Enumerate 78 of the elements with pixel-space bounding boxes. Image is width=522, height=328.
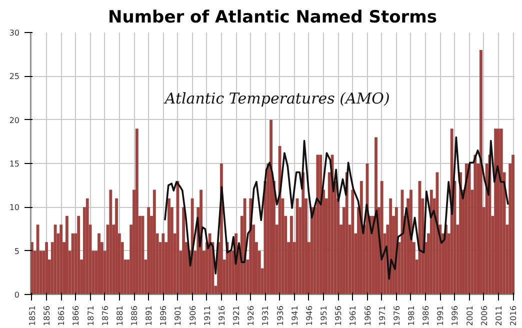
bar [494,128,498,294]
x-tick-label: 2001 [465,306,474,326]
x-tick-label: 1911 [202,306,212,326]
x-tick-label: 2016 [509,306,518,326]
bar [512,154,514,294]
x-tick-label: 1976 [392,306,402,326]
x-tick-label: 1991 [436,306,446,326]
bar [65,216,68,294]
x-tick-label: 1901 [174,306,183,326]
bar [115,198,118,294]
bar [319,154,322,294]
x-tick-label: 1946 [304,306,314,326]
bar [152,190,156,294]
bar [135,128,138,294]
x-tick-label: 1916 [217,306,226,326]
bar [316,154,320,294]
bar [208,233,212,294]
y-tick-label: 5 [14,246,20,256]
x-tick-label: 1941 [290,306,300,326]
x-tick-label: 1851 [28,306,37,326]
y-tick-label: 15 [9,160,20,168]
y-tick-label: 30 [9,28,20,38]
bar [380,180,384,294]
x-tick-label: 2006 [480,306,489,326]
bar [45,242,48,294]
x-tick-label: 2011 [494,306,504,326]
bar [459,172,462,294]
bar [302,172,305,294]
x-tick-label: 1876 [100,306,110,326]
bar [500,128,503,294]
x-tick-label: 1881 [115,306,124,326]
x-tick-label: 1961 [348,306,358,326]
x-tick-label: 1936 [276,306,285,326]
x-tick-label: 1886 [130,306,140,326]
x-tick-label: 1951 [320,306,329,326]
bar [86,198,89,294]
x-tick-label: 1906 [188,306,198,326]
x-tick-label: 1966 [363,306,372,326]
line-series [164,136,509,280]
bar [290,216,293,294]
x-tick-label: 1996 [450,306,460,326]
bar [98,233,100,294]
x-tick-label: 1921 [232,306,242,326]
x-tick-label: 1926 [246,306,256,326]
bar [60,224,63,294]
x-tick-label: 1971 [378,306,387,326]
y-tick-label: 20 [9,116,20,125]
bar [270,120,272,294]
bar [480,50,482,294]
bar [374,137,378,294]
x-tick-label: 1871 [86,306,96,326]
x-tick-label: 1931 [261,306,270,326]
y-tick-label: 25 [9,72,20,82]
x-tick-label: 1866 [72,306,81,326]
x-tick-label: 1856 [42,306,52,326]
bar [410,190,412,294]
y-tick-label: 0 [14,290,20,300]
bar [310,207,314,294]
bar [162,233,165,294]
bar [77,216,80,294]
x-tick-label: 1956 [334,306,344,326]
x-tick-label: 1891 [144,306,154,326]
bar [109,190,112,294]
bar [147,207,150,294]
x-tick-label: 1896 [159,306,168,326]
text: Atlantic Temperatures (AMO) [162,89,390,108]
bar [182,207,186,294]
bar [168,198,170,294]
bar [430,190,433,294]
x-tick-label: 1981 [406,306,416,326]
bar [474,154,477,294]
x-tick-label: 1986 [422,306,431,326]
y-tick-label: 10 [9,203,20,212]
bar [464,164,468,294]
chart-title: Number of Atlantic Named Storms [108,8,437,28]
bar [351,190,354,294]
x-tick-label: 1861 [57,306,66,326]
bar [468,164,471,294]
